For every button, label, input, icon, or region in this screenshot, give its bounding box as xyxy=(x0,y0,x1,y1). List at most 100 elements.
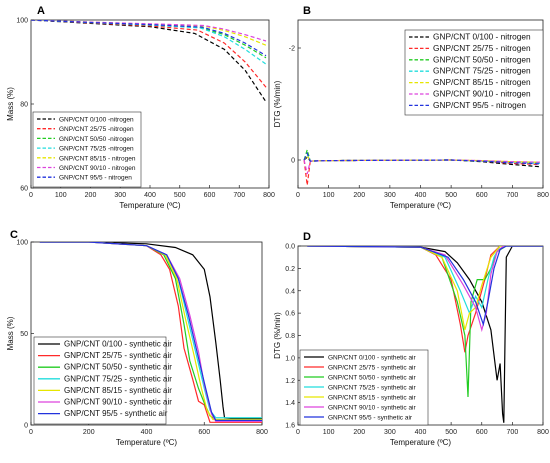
legend-label: GNP/CNT 50/50 -nitrogen xyxy=(59,136,134,143)
legend-label: GNP/CNT 75/25 - synthetic air xyxy=(328,385,416,392)
y-axis-label: Mass (%) xyxy=(6,87,15,121)
legend-label: GNP/CNT 25/75 - synthetic air xyxy=(328,365,416,372)
series-line xyxy=(303,151,540,165)
x-tick-label: 500 xyxy=(174,192,186,199)
x-tick-label: 300 xyxy=(114,192,126,199)
legend-label: GNP/CNT 75/25 - nitrogen xyxy=(433,66,531,76)
x-axis-label: Temperature (ºC) xyxy=(390,201,451,210)
y-axis-label: DTG (%/min) xyxy=(273,80,282,127)
legend-label: GNP/CNT 90/10 - synthetic air xyxy=(328,405,416,412)
legend-label: GNP/CNT 85/15 - nitrogen xyxy=(59,155,136,162)
legend-label: GNP/CNT 90/10 - nitrogen xyxy=(433,89,531,99)
y-tick-label: 0.0 xyxy=(285,244,295,251)
legend-label: GNP/CNT 50/50 - synthetic air xyxy=(328,375,416,382)
panel-letter: A xyxy=(37,5,45,17)
legend-label: GNP/CNT 0/100 - nitrogen xyxy=(433,32,531,42)
x-tick-label: 600 xyxy=(476,192,488,199)
y-axis-label: DTG (%/min) xyxy=(273,312,282,359)
y-tick-label: 1.2 xyxy=(285,378,295,385)
x-tick-label: 200 xyxy=(83,429,95,436)
x-axis-label: Temperature (ºC) xyxy=(119,201,180,210)
panel-letter: B xyxy=(303,5,311,17)
legend-label: GNP/CNT 0/100 -nitrogen xyxy=(59,117,134,124)
legend-box xyxy=(32,111,142,188)
x-tick-label: 700 xyxy=(507,429,519,436)
y-tick-label: 0.6 xyxy=(285,311,295,318)
x-tick-label: 100 xyxy=(323,429,335,436)
x-tick-label: 300 xyxy=(384,429,396,436)
series-line xyxy=(303,159,540,186)
x-tick-label: 400 xyxy=(141,429,153,436)
x-axis-label: Temperature (ºC) xyxy=(390,438,451,447)
x-tick-label: 600 xyxy=(198,429,210,436)
y-tick-label: 50 xyxy=(20,331,28,338)
x-tick-label: 0 xyxy=(29,192,33,199)
legend-label: GNP/CNT 95/5 - nitrogen xyxy=(433,100,526,110)
panel-a: A 0 100 200 300 400 500 600 700 800 60 80 100 Tempera… xyxy=(6,5,275,210)
panel-letter: D xyxy=(303,231,311,243)
x-tick-label: 100 xyxy=(323,192,335,199)
legend-label: GNP/CNT 0/100 - synthetic air xyxy=(328,355,416,362)
legend-label: GNP/CNT 90/10 - nitrogen xyxy=(59,165,136,172)
legend-label: GNP/CNT 50/50 - synthetic air xyxy=(64,363,172,372)
y-tick-label: 80 xyxy=(20,102,28,109)
panel-b: B 0 100 200 300 400 500 600 700 800 0 -2 Temperature… xyxy=(273,5,549,210)
legend-label: GNP/CNT 25/75 - nitrogen xyxy=(433,43,531,53)
y-tick-label: 0 xyxy=(291,158,295,165)
legend-label: GNP/CNT 90/10 - synthetic air xyxy=(64,398,172,407)
series-line xyxy=(31,20,267,57)
series-line xyxy=(307,246,543,315)
legend-label: GNP/CNT 95/5 - synthetic air xyxy=(328,415,413,422)
x-tick-label: 0 xyxy=(296,192,300,199)
x-tick-label: 200 xyxy=(85,192,97,199)
x-tick-label: 700 xyxy=(233,192,245,199)
y-axis-label: Mass (%) xyxy=(6,316,15,350)
x-axis-label: Temperature (ºC) xyxy=(116,438,177,447)
y-tick-label: 0.8 xyxy=(285,333,295,340)
series-line xyxy=(307,246,543,331)
x-tick-label: 300 xyxy=(384,192,396,199)
x-tick-label: 100 xyxy=(55,192,67,199)
y-tick-label: 0.2 xyxy=(285,266,295,273)
series-line xyxy=(307,246,543,333)
y-tick-label: 1.4 xyxy=(285,400,295,407)
legend-label: GNP/CNT 95/5 - synthetic air xyxy=(64,409,168,418)
x-tick-label: 400 xyxy=(415,429,427,436)
x-tick-label: 800 xyxy=(537,192,549,199)
x-tick-label: 200 xyxy=(353,429,365,436)
legend-label: GNP/CNT 85/15 - nitrogen xyxy=(433,77,531,87)
panel-d: D 0 100 200 300 400 500 600 700 800 0.0 0.2 0.4 0.6 0.… xyxy=(273,231,549,447)
legend-label: GNP/CNT 85/15 - synthetic air xyxy=(64,386,172,395)
y-tick-label: 60 xyxy=(20,186,28,193)
x-tick-label: 400 xyxy=(415,192,427,199)
x-tick-label: 700 xyxy=(507,192,519,199)
x-tick-label: 0 xyxy=(29,429,33,436)
y-tick-label: 100 xyxy=(16,240,28,247)
legend-label: GNP/CNT 50/50 - nitrogen xyxy=(433,54,531,64)
x-tick-label: 200 xyxy=(353,192,365,199)
series-line xyxy=(307,246,543,327)
y-tick-label: 1.0 xyxy=(285,355,295,362)
legend-label: GNP/CNT 25/75 -nitrogen xyxy=(59,126,134,133)
panel-letter: C xyxy=(10,229,18,241)
series-line xyxy=(303,159,540,175)
x-tick-label: 600 xyxy=(476,429,488,436)
legend-label: GNP/CNT 0/100 - synthetic air xyxy=(64,340,172,349)
x-tick-label: 500 xyxy=(445,192,457,199)
legend-label: GNP/CNT 95/5 - nitrogen xyxy=(59,175,132,182)
x-tick-label: 400 xyxy=(144,192,156,199)
y-tick-label: 1.6 xyxy=(285,423,295,430)
legend-box xyxy=(33,336,167,425)
series-line xyxy=(31,20,267,88)
y-tick-label: 0 xyxy=(24,423,28,430)
panel-c: C 0 200 400 600 800 0 50 100 Temperature (ºC) Mass… xyxy=(6,229,268,447)
series-line xyxy=(31,20,267,103)
y-tick-label: 0.4 xyxy=(285,288,295,295)
y-tick-label: 100 xyxy=(16,18,28,25)
x-tick-label: 800 xyxy=(537,429,549,436)
x-tick-label: 500 xyxy=(445,429,457,436)
legend-label: GNP/CNT 25/75 - synthetic air xyxy=(64,351,172,360)
y-tick-label: -2 xyxy=(289,46,295,53)
legend-label: GNP/CNT 85/15 - synthetic air xyxy=(328,395,416,402)
